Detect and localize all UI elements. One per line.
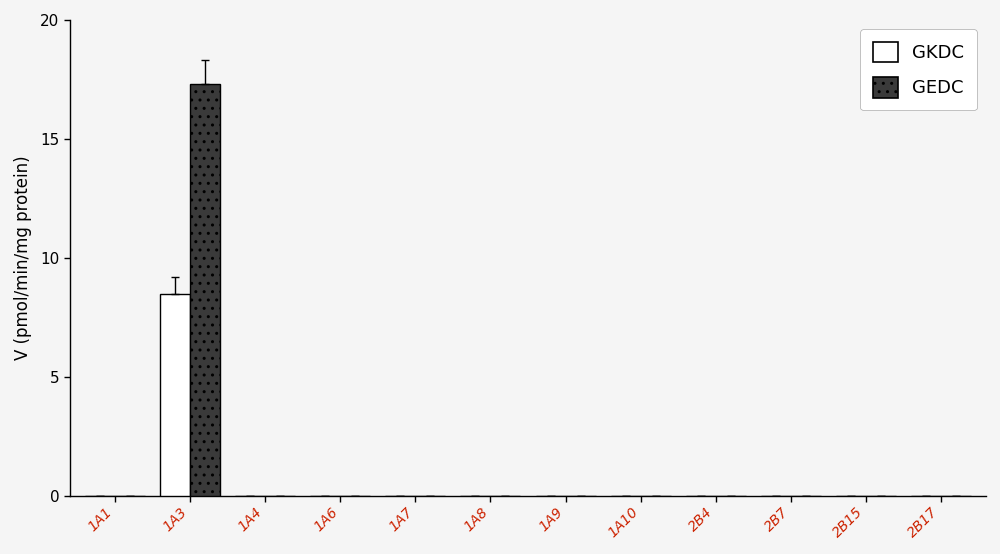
Bar: [190, 84, 220, 496]
Y-axis label: V (pmol/min/mg protein): V (pmol/min/mg protein): [14, 156, 32, 361]
Legend: GKDC, GEDC: GKDC, GEDC: [860, 29, 977, 110]
Bar: [160, 294, 190, 496]
